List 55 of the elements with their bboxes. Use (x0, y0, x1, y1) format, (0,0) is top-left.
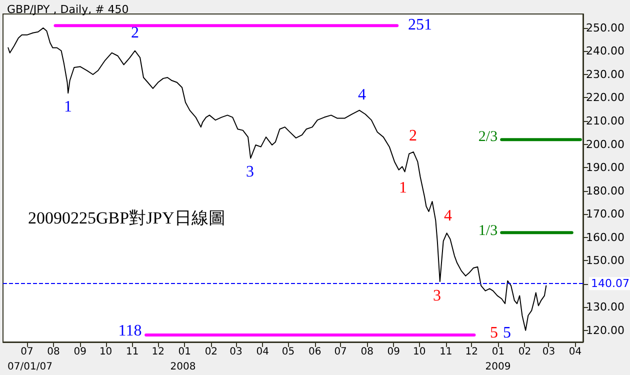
y-tick-label: 240.00 (586, 44, 624, 58)
annotation: 3 (246, 164, 254, 180)
x-tick-label: 08 (360, 346, 374, 358)
x-tick-label: 09 (74, 346, 86, 358)
chart-title: GBP/JPY , Daily, # 450 (7, 3, 129, 16)
text: 2008 (170, 362, 196, 372)
annotation: 1 (399, 180, 407, 196)
annotation: 2 (131, 24, 139, 42)
y-tick-label: 190.00 (586, 161, 624, 174)
x-tick-label: 05 (282, 346, 295, 358)
ref-line-label: 140.07 (591, 277, 630, 290)
y-tick-label: 130.00 (586, 300, 624, 314)
annotation: 4 (358, 86, 366, 104)
annotation: 5 (490, 324, 498, 342)
annotation: 1 (64, 98, 72, 116)
annotation: 2 (409, 128, 417, 144)
x-tick-label: 12 (465, 346, 478, 358)
x-tick-label: 01 (178, 346, 191, 358)
x-tick-label: 03 (542, 346, 556, 358)
annotation: 20090225GBP對JPY日線圖 (28, 208, 226, 228)
annotation: 1/3 (478, 223, 498, 239)
y-tick-label: 230.00 (586, 68, 624, 81)
x-tick-label: 10 (413, 346, 426, 358)
y-tick-label: 180.00 (586, 184, 624, 198)
y-tick-label: 220.00 (586, 91, 624, 104)
x-tick-label: 08 (47, 346, 60, 358)
x-tick-label: 04 (568, 346, 582, 358)
y-tick-label: 120.00 (586, 324, 624, 337)
x-tick-label: 11 (440, 346, 452, 358)
x-tick-label: 01 (492, 346, 505, 358)
annotation: 3 (433, 288, 441, 304)
annotation: 118 (118, 322, 142, 340)
annotation: 2/3 (478, 129, 498, 145)
x-tick-label: 07 (334, 346, 347, 358)
x-tick-label: 02 (518, 346, 532, 358)
x-tick-label: 07 (20, 346, 34, 358)
x-tick-label: 02 (204, 346, 218, 358)
text: 2009 (485, 362, 511, 372)
y-tick-label: 170.00 (586, 208, 624, 221)
text: 07/01/07 (8, 362, 52, 372)
y-tick-label: 160.00 (586, 230, 624, 244)
x-tick-label: 04 (256, 346, 269, 358)
annotation: 4 (444, 208, 452, 224)
y-tick-label: 250.00 (586, 21, 624, 34)
x-tick-label: 10 (99, 346, 112, 358)
y-tick-label: 210.00 (586, 114, 624, 128)
y-tick-label: 200.00 (586, 138, 624, 151)
x-tick-label: 06 (308, 346, 322, 358)
annotation: 251 (408, 16, 432, 34)
x-tick-label: 03 (230, 346, 242, 358)
y-tick-label: 150.00 (586, 254, 624, 268)
x-tick-label: 12 (152, 346, 164, 358)
x-tick-label: 09 (387, 346, 400, 358)
x-tick-label: 11 (126, 346, 139, 358)
annotation: 5 (503, 324, 511, 342)
